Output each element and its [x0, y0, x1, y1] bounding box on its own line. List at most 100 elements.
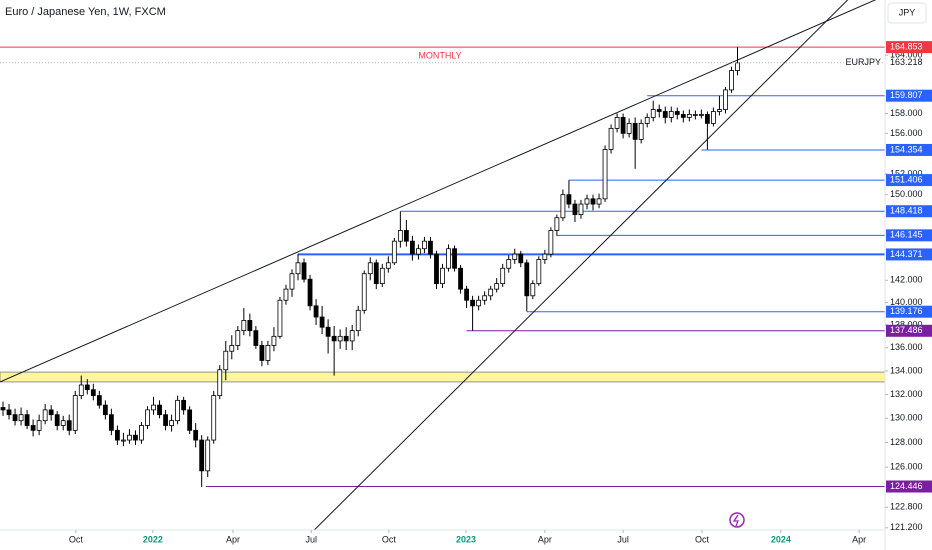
level-tag: [886, 89, 932, 102]
candle-body: [133, 434, 138, 441]
candle-body: [614, 117, 620, 129]
candle-body: [145, 409, 150, 426]
candle-body: [127, 434, 132, 441]
candle-body: [36, 420, 42, 431]
candle-body: [307, 278, 313, 307]
candle-body: [60, 420, 66, 426]
level-tag: [886, 174, 932, 187]
candle-body: [650, 109, 656, 118]
level-tag: [886, 324, 932, 337]
candle-body: [446, 248, 451, 269]
y-tick-label: 142.000: [890, 275, 923, 285]
candle-body: [277, 299, 283, 337]
candle-body: [711, 111, 716, 124]
candle-body: [434, 253, 439, 285]
candle-body: [229, 345, 235, 352]
candle-body: [566, 194, 572, 205]
level-tag: [886, 143, 932, 156]
candle-body: [668, 111, 674, 118]
currency-button[interactable]: [887, 2, 927, 24]
candle-body: [542, 253, 548, 260]
candle-body: [698, 114, 704, 116]
candle-body: [494, 283, 500, 290]
candle-body: [163, 414, 168, 426]
candle-body: [518, 253, 524, 264]
y-tick-label: 136.000: [890, 342, 923, 352]
level-tag: [886, 205, 932, 218]
candle-body: [560, 194, 566, 219]
candle-body: [295, 262, 301, 275]
candle-body: [367, 262, 373, 275]
candle-body: [662, 111, 668, 118]
candle-body: [169, 420, 174, 426]
candle-body: [313, 305, 319, 318]
y-tick-label: 164.000: [890, 50, 923, 60]
x-tick-label: Oct: [69, 534, 84, 544]
y-tick-label: 132.000: [890, 389, 923, 399]
candle-body: [283, 288, 289, 301]
candle-body: [48, 409, 54, 416]
candle-body: [632, 122, 638, 140]
candle-body: [139, 425, 144, 441]
candle-body: [187, 409, 193, 431]
candle-body: [114, 429, 120, 441]
candle-body: [361, 273, 367, 311]
candle-body: [723, 89, 728, 110]
currency-label[interactable]: JPY: [899, 7, 916, 17]
candle-body: [524, 262, 530, 297]
candle-body: [626, 122, 632, 134]
candle-body: [325, 326, 331, 337]
candle-body: [620, 117, 626, 134]
candle-body: [428, 240, 433, 255]
symbol-label: EURJPY: [845, 57, 881, 67]
candle-body: [355, 309, 361, 332]
candle-body: [554, 217, 560, 231]
candle-body: [500, 267, 506, 285]
candle-body: [704, 114, 710, 124]
level-tag-label: 151.406: [890, 174, 923, 184]
candle-body: [175, 399, 181, 422]
level-tag-label: 137.486: [890, 325, 923, 335]
candle-body: [12, 414, 18, 422]
level-tag: [886, 305, 932, 318]
candle-body: [686, 114, 692, 118]
candle-body: [337, 335, 343, 342]
trendline: [0, 0, 877, 383]
zone: [0, 371, 885, 383]
candle-body: [476, 299, 482, 307]
candle-body: [247, 320, 253, 332]
candle-body: [6, 409, 12, 416]
plot-area: [0, 0, 885, 530]
candle-body: [199, 439, 205, 472]
candle-body: [84, 384, 90, 391]
candle-body: [572, 203, 578, 215]
candle-body: [349, 330, 355, 342]
level-tag: [886, 248, 932, 261]
level-tag: [886, 480, 932, 493]
x-tick-label: Jul: [617, 534, 629, 544]
x-tick-label: Apr: [538, 534, 552, 544]
candle-body: [464, 288, 469, 301]
y-tick-label: 122.800: [890, 502, 923, 512]
candle-body: [271, 335, 277, 346]
candle-body: [530, 283, 536, 297]
logo: [729, 512, 745, 528]
candle-body: [638, 122, 644, 140]
candle-body: [289, 273, 295, 290]
annotation: MONTHLY: [418, 50, 461, 60]
candle-body: [403, 230, 409, 242]
candle-body: [590, 198, 596, 205]
candle-body: [409, 240, 415, 255]
level-tag-label: 144.371: [890, 249, 923, 259]
candle-body: [121, 439, 126, 442]
candle-body: [717, 109, 722, 112]
candle-body: [729, 70, 734, 91]
y-tick-label: 138.000: [890, 319, 923, 329]
y-tick-label: 150.000: [890, 189, 923, 199]
candle-body: [391, 240, 397, 264]
logo-bolt: [732, 514, 739, 527]
candle-body: [42, 409, 48, 422]
last-price-label: 163.218: [890, 57, 923, 67]
